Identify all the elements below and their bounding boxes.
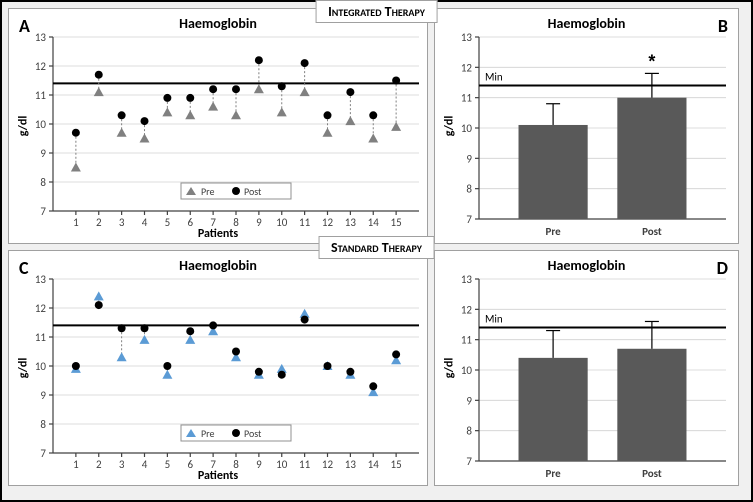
svg-text:6: 6 <box>187 216 193 229</box>
panel-A: A Haemoglobin g/dl Patients 789101112131… <box>8 8 428 244</box>
ylabel-C: g/dl <box>16 358 30 379</box>
svg-text:9: 9 <box>40 147 46 160</box>
svg-text:12: 12 <box>461 303 473 316</box>
panel-C: C Haemoglobin g/dl Patients 789101112131… <box>8 250 428 486</box>
svg-text:8: 8 <box>466 425 472 438</box>
panel-letter-B: B <box>718 15 728 37</box>
svg-text:10: 10 <box>35 118 47 131</box>
svg-text:15: 15 <box>391 458 402 471</box>
svg-text:3: 3 <box>119 458 125 471</box>
svg-text:10: 10 <box>461 122 473 135</box>
svg-text:3: 3 <box>119 216 125 229</box>
svg-text:5: 5 <box>165 458 171 471</box>
svg-text:9: 9 <box>40 389 46 402</box>
svg-text:7: 7 <box>40 205 46 218</box>
scatter-chart-C: 78910111213123456789101112131415PrePost <box>9 251 429 487</box>
svg-text:12: 12 <box>35 60 47 73</box>
svg-text:11: 11 <box>461 92 473 105</box>
row-bottom: C Haemoglobin g/dl Patients 789101112131… <box>8 250 745 486</box>
svg-text:Min: Min <box>485 313 503 326</box>
svg-text:9: 9 <box>256 216 262 229</box>
panel-B: B Haemoglobin g/dl 7 8 9 10 11 12 13 Pre Post Min… <box>434 8 739 244</box>
svg-text:13: 13 <box>461 273 473 286</box>
svg-text:13: 13 <box>345 216 357 229</box>
ylabel-D: g/dl <box>442 358 456 379</box>
svg-text:Post: Post <box>244 185 262 198</box>
svg-text:*: * <box>648 51 655 71</box>
figure-container: Integrated Therapy Standard Therapy A Ha… <box>0 0 753 502</box>
svg-text:7: 7 <box>40 447 46 460</box>
title-B: Haemoglobin <box>548 15 626 32</box>
svg-text:Post: Post <box>642 467 662 480</box>
svg-text:4: 4 <box>142 458 148 471</box>
svg-text:12: 12 <box>322 458 334 471</box>
svg-text:2: 2 <box>96 458 102 471</box>
bar-chart-B: 7 8 9 10 11 12 13 Pre Post Min * <box>435 9 740 245</box>
scatter-chart-A: 78910111213123456789101112131415PrePost <box>9 9 429 245</box>
svg-text:1: 1 <box>73 458 79 471</box>
svg-text:Post: Post <box>642 225 662 238</box>
svg-text:11: 11 <box>35 331 47 344</box>
svg-text:8: 8 <box>40 418 46 431</box>
svg-text:10: 10 <box>276 216 288 229</box>
svg-text:13: 13 <box>35 31 47 44</box>
svg-text:13: 13 <box>345 458 357 471</box>
svg-text:Pre: Pre <box>546 225 562 238</box>
xlabel-A: Patients <box>198 227 238 241</box>
therapy-label-standard: Standard Therapy <box>318 236 435 259</box>
svg-text:14: 14 <box>368 216 380 229</box>
title-C: Haemoglobin <box>179 257 257 274</box>
panel-letter-D: D <box>717 257 728 279</box>
title-A: Haemoglobin <box>179 15 257 32</box>
svg-text:12: 12 <box>322 216 334 229</box>
svg-text:7: 7 <box>466 213 472 226</box>
row-top: A Haemoglobin g/dl Patients 789101112131… <box>8 8 745 244</box>
svg-text:11: 11 <box>35 89 47 102</box>
panel-letter-C: C <box>19 257 29 279</box>
svg-text:8: 8 <box>466 183 472 196</box>
svg-text:1: 1 <box>73 216 79 229</box>
svg-text:4: 4 <box>142 216 148 229</box>
svg-text:Post: Post <box>244 427 262 440</box>
svg-text:12: 12 <box>35 302 47 315</box>
svg-text:Pre: Pre <box>546 467 562 480</box>
svg-text:13: 13 <box>461 31 473 44</box>
svg-text:5: 5 <box>165 216 171 229</box>
svg-text:10: 10 <box>276 458 288 471</box>
svg-text:9: 9 <box>466 152 472 165</box>
panel-D: D Haemoglobin g/dl 7 8 9 10 11 12 13 Pre Post Min <box>434 250 739 486</box>
svg-text:11: 11 <box>299 216 311 229</box>
svg-text:13: 13 <box>35 273 47 286</box>
svg-text:6: 6 <box>187 458 193 471</box>
svg-text:11: 11 <box>461 334 473 347</box>
svg-text:2: 2 <box>96 216 102 229</box>
svg-text:12: 12 <box>461 61 473 74</box>
svg-text:7: 7 <box>466 455 472 468</box>
xlabel-C: Patients <box>198 469 238 483</box>
svg-text:Min: Min <box>485 71 503 84</box>
svg-text:9: 9 <box>256 458 262 471</box>
svg-text:Pre: Pre <box>201 185 215 198</box>
svg-text:8: 8 <box>40 176 46 189</box>
svg-text:Pre: Pre <box>201 427 215 440</box>
title-D: Haemoglobin <box>548 257 626 274</box>
svg-text:9: 9 <box>466 394 472 407</box>
svg-text:10: 10 <box>35 360 47 373</box>
panel-letter-A: A <box>19 15 30 37</box>
svg-text:15: 15 <box>391 216 402 229</box>
svg-text:10: 10 <box>461 364 473 377</box>
bar-chart-D: 7 8 9 10 11 12 13 Pre Post Min <box>435 251 740 487</box>
svg-text:11: 11 <box>299 458 311 471</box>
therapy-label-integrated: Integrated Therapy <box>315 0 438 23</box>
ylabel-B: g/dl <box>442 116 456 137</box>
ylabel-A: g/dl <box>16 116 30 137</box>
svg-text:14: 14 <box>368 458 380 471</box>
